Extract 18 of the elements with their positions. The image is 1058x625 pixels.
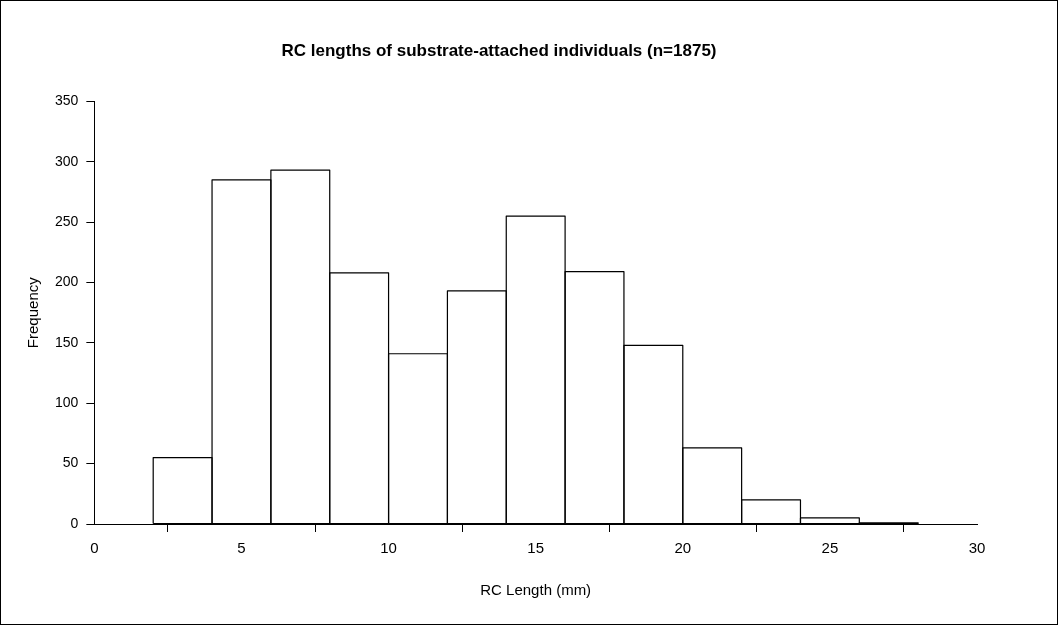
x-tick-label: 25 — [821, 539, 839, 557]
x-tick-label: 5 — [237, 539, 246, 557]
y-tick-label: 0 — [70, 514, 79, 531]
y-tick-label: 50 — [62, 454, 79, 471]
chart-title: RC lengths of substrate-attached individuals (n=1875) — [281, 40, 717, 60]
y-axis-title: Frequency — [24, 276, 42, 349]
y-tick-label: 350 — [55, 92, 79, 109]
x-tick-label: 15 — [527, 539, 545, 557]
x-tick-label: 30 — [968, 539, 986, 557]
x-tick-label: 20 — [674, 539, 692, 557]
y-tick-label: 200 — [55, 273, 79, 290]
y-tick-label: 100 — [55, 394, 79, 411]
y-tick-label: 300 — [55, 152, 79, 169]
x-tick-label: 0 — [90, 539, 99, 557]
x-axis-title: RC Length (mm) — [480, 581, 592, 599]
x-tick-label: 10 — [380, 539, 397, 557]
y-tick-label: 150 — [55, 333, 79, 350]
y-tick-label: 250 — [55, 213, 79, 229]
